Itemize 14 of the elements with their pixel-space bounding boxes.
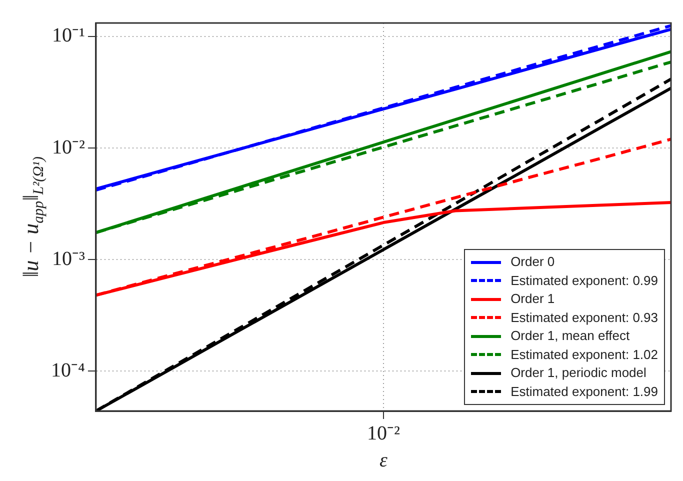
y-tick-label: 10⁻⁴ [50, 359, 85, 382]
y-tick-label: 10⁻² [52, 136, 85, 158]
legend-label: Order 1, mean effect [510, 327, 630, 345]
legend-label: Estimated exponent: 1.02 [510, 346, 658, 364]
legend-label: Order 1 [510, 290, 555, 308]
y-axis-title: ‖u − uapp‖L²(Ω¹) [18, 156, 47, 278]
legend-label: Estimated exponent: 1.99 [510, 382, 658, 401]
x-axis-title: ε [380, 449, 388, 472]
legend-label: Order 0 [510, 253, 555, 271]
legend-label: Estimated exponent: 0.99 [510, 272, 658, 290]
y-tick-label: 10⁻¹ [52, 24, 85, 47]
legend-label: Estimated exponent: 0.93 [510, 308, 658, 327]
legend-label: Order 1, periodic model [510, 364, 646, 382]
y-tick-label: 10⁻³ [52, 248, 85, 270]
